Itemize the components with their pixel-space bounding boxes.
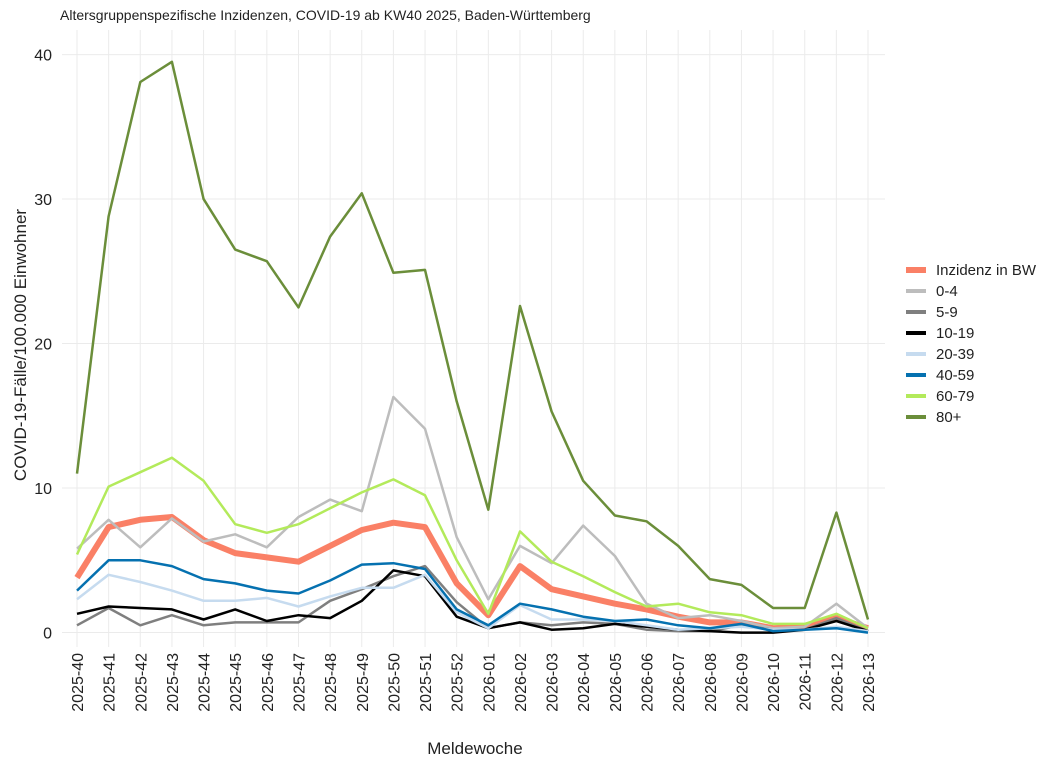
x-tick-label: 2025-52: [450, 653, 467, 712]
series-line: [76, 573, 869, 633]
x-tick-label: 2026-06: [640, 653, 657, 712]
x-tick-label: 2026-12: [829, 653, 846, 712]
y-tick-label: 40: [34, 48, 52, 65]
x-tick-label: 2026-08: [703, 653, 720, 712]
x-tick-label: 2025-42: [133, 653, 150, 712]
x-tick-label: 2025-48: [323, 653, 340, 712]
x-tick-label: 2025-44: [197, 653, 214, 712]
series-line: [76, 395, 869, 630]
x-tick-label: 2025-41: [102, 653, 119, 712]
x-axis-label: Meldewoche: [427, 739, 522, 758]
y-tick-label: 30: [34, 192, 52, 209]
legend-label: 80+: [936, 409, 962, 426]
series-line: [76, 559, 869, 634]
chart-title: Altersgruppenspezifische Inzidenzen, COV…: [60, 7, 591, 23]
legend-label: 20-39: [936, 346, 974, 363]
y-axis-label: COVID-19-Fälle/100.000 Einwohner: [11, 209, 30, 481]
series-line: [74, 514, 869, 632]
x-tick-label: 2026-02: [513, 653, 530, 712]
y-tick-label: 0: [43, 626, 52, 643]
x-tick-label: 2025-43: [165, 653, 182, 712]
x-tick-label: 2025-46: [260, 653, 277, 712]
x-tick-label: 2025-49: [355, 653, 372, 712]
x-tick-label: 2026-09: [734, 653, 751, 712]
x-tick-label: 2026-03: [545, 653, 562, 712]
x-tick-label: 2026-04: [576, 653, 593, 712]
x-tick-label: 2026-07: [671, 653, 688, 712]
legend-label: 60-79: [936, 388, 974, 405]
series-line: [75, 60, 870, 620]
x-tick-label: 2025-40: [70, 653, 87, 712]
x-tick-label: 2026-11: [798, 653, 815, 711]
series-line: [75, 456, 869, 630]
legend-label: 0-4: [936, 283, 958, 300]
legend-label: 40-59: [936, 367, 974, 384]
y-tick-label: 20: [34, 337, 52, 354]
x-tick-label: 2025-47: [291, 653, 308, 712]
x-tick-label: 2025-51: [418, 653, 435, 712]
series-line: [76, 569, 869, 634]
x-tick-label: 2025-45: [228, 653, 245, 712]
legend-label: Inzidenz in BW: [936, 262, 1037, 279]
x-tick-label: 2026-01: [481, 653, 498, 712]
x-tick-label: 2026-13: [861, 653, 878, 712]
x-tick-label: 2025-50: [386, 653, 403, 712]
legend-label: 10-19: [936, 325, 974, 342]
x-tick-label: 2026-10: [766, 653, 783, 712]
y-tick-label: 10: [34, 481, 52, 498]
x-tick-label: 2026-05: [608, 653, 625, 712]
legend-label: 5-9: [936, 304, 958, 321]
